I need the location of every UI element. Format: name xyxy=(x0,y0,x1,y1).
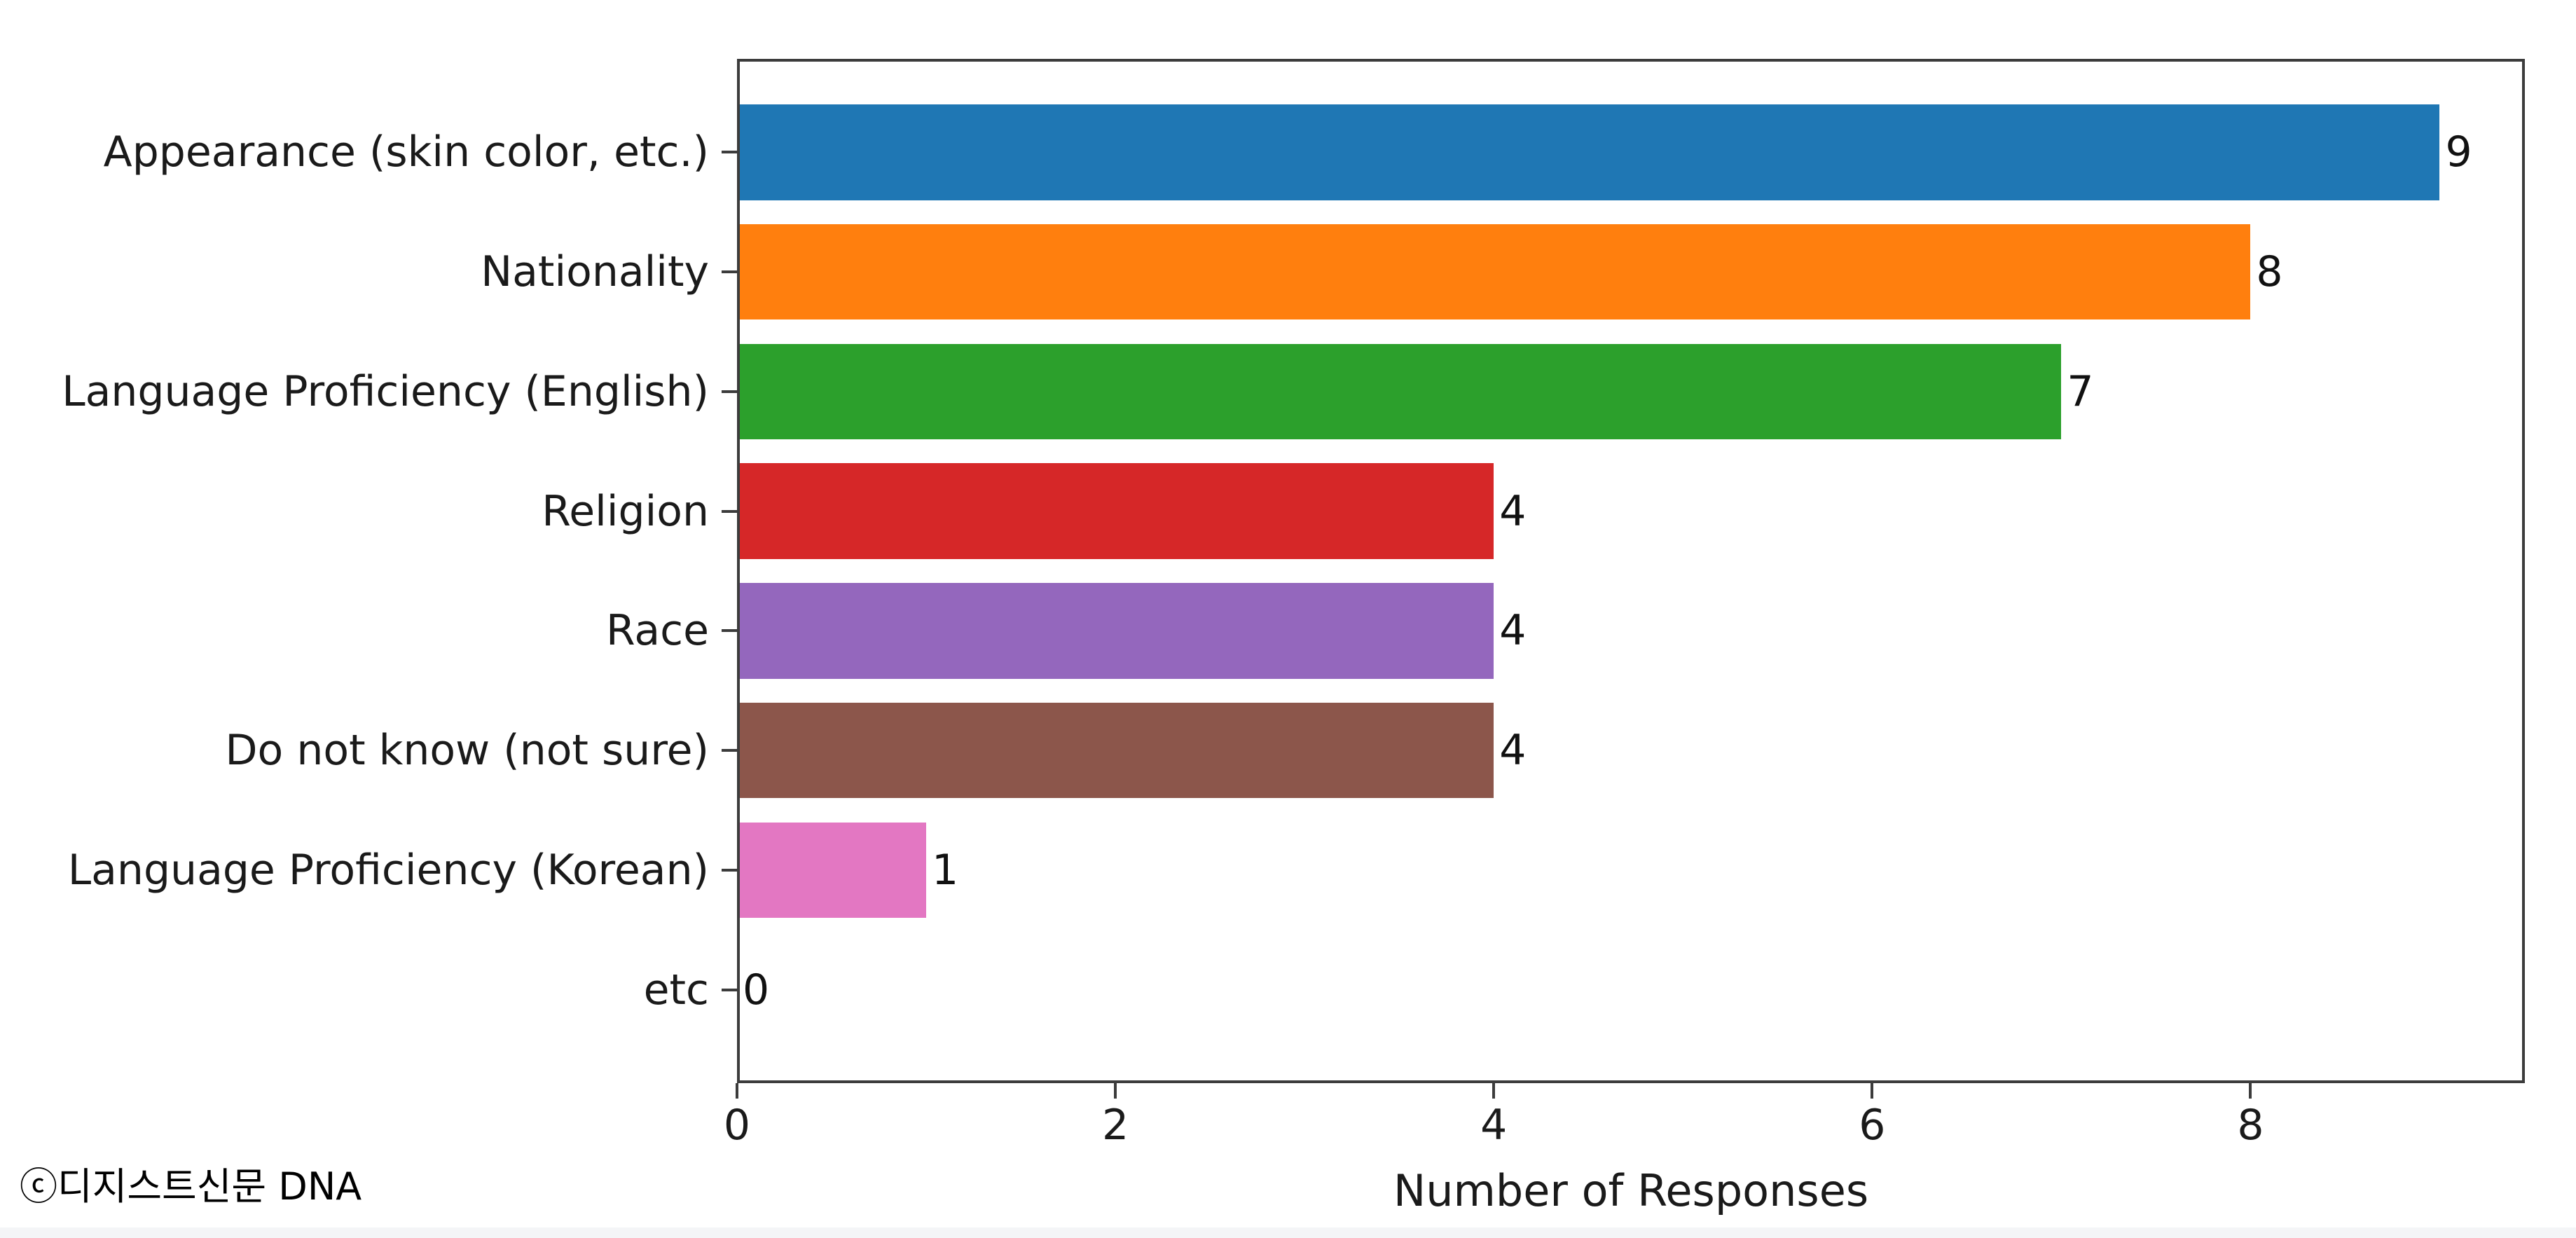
y-tick-mark xyxy=(722,509,737,513)
x-tick-mark xyxy=(1492,1083,1496,1099)
bar-value-label: 4 xyxy=(1499,726,1527,776)
x-tick-mark xyxy=(736,1083,738,1099)
bar-value-label: 4 xyxy=(1499,606,1527,656)
x-tick-label: 2 xyxy=(1102,1101,1129,1150)
y-tick-mark xyxy=(722,390,737,393)
x-tick-mark xyxy=(1871,1083,1874,1099)
bar xyxy=(737,822,927,919)
bar-value-label: 1 xyxy=(932,845,959,895)
y-tick-label: Language Proficiency (Korean) xyxy=(67,845,709,895)
bar xyxy=(737,702,1494,799)
y-tick-label: etc xyxy=(643,965,709,1015)
x-tick-label: 4 xyxy=(1480,1101,1508,1150)
x-tick-mark xyxy=(2249,1083,2252,1099)
y-tick-mark xyxy=(722,749,737,752)
bar-value-label: 4 xyxy=(1499,486,1527,536)
bar-value-label: 9 xyxy=(2445,128,2472,177)
y-tick-mark xyxy=(722,629,737,633)
copyright-text: ⓒ디지스트신문 DNA xyxy=(20,1164,362,1209)
y-tick-label: Language Proficiency (English) xyxy=(62,366,709,416)
y-tick-label: Race xyxy=(605,606,709,656)
x-tick-label: 8 xyxy=(2237,1101,2264,1150)
bar xyxy=(737,463,1494,559)
bar xyxy=(737,583,1494,679)
x-tick-mark xyxy=(1114,1083,1117,1099)
y-tick-label: Nationality xyxy=(481,247,709,297)
y-tick-mark xyxy=(722,988,737,991)
x-tick-label: 6 xyxy=(1859,1101,1886,1150)
bottom-strip xyxy=(0,1227,2576,1238)
y-tick-mark xyxy=(722,151,737,154)
y-tick-label: Appearance (skin color, etc.) xyxy=(103,128,709,177)
plot-frame xyxy=(737,59,2525,1083)
bar-value-label: 8 xyxy=(2256,247,2283,297)
y-tick-mark xyxy=(722,270,737,274)
x-tick-label: 0 xyxy=(723,1101,751,1150)
y-tick-mark xyxy=(722,868,737,872)
y-tick-label: Religion xyxy=(542,486,709,536)
bar-value-label: 0 xyxy=(743,965,770,1015)
bar xyxy=(737,343,2062,440)
x-axis-title: Number of Responses xyxy=(1393,1165,1869,1216)
y-tick-label: Do not know (not sure) xyxy=(225,726,709,776)
bar xyxy=(737,104,2440,200)
bar-value-label: 7 xyxy=(2067,366,2094,416)
bar xyxy=(737,223,2251,320)
